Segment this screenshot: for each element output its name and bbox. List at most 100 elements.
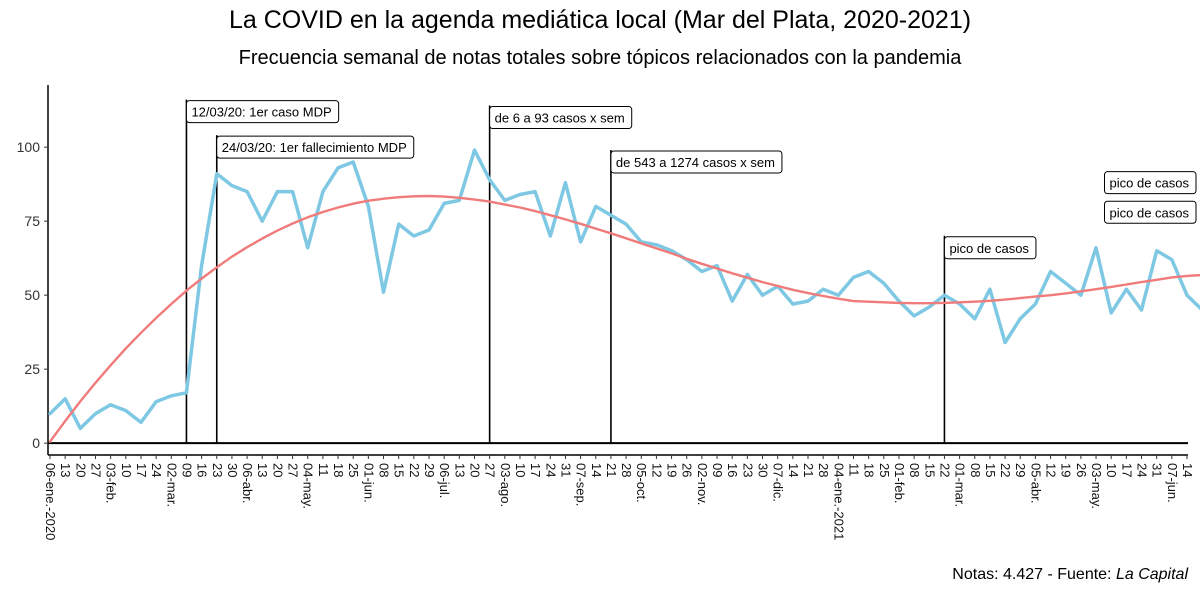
- x-tick-label: 22: [998, 463, 1013, 477]
- annotation: de 6 a 93 casos x sem: [489, 106, 633, 130]
- x-tick-label: 26: [1074, 463, 1089, 477]
- x-tick-label: 06-abr.: [240, 463, 255, 503]
- x-tick-label: 27: [483, 463, 498, 477]
- annotation-label: pico de casos: [949, 241, 1029, 256]
- caption-source: La Capital: [1115, 566, 1188, 583]
- x-tick-label: 18: [862, 463, 877, 477]
- x-tick-label: 07-dic.: [771, 463, 786, 502]
- x-tick-label: 17: [1119, 463, 1134, 477]
- y-tick-label: 0: [32, 435, 40, 451]
- annotation-box: [943, 236, 1037, 260]
- x-tick-label: 25: [346, 463, 361, 477]
- x-tick-label: 12: [1044, 463, 1059, 477]
- x-tick-label: 19: [1059, 463, 1074, 477]
- annotation-labels: 12/03/20: 1er caso MDP 24/03/20: 1er fall…: [185, 100, 1197, 260]
- annotation-box: [1104, 171, 1197, 195]
- x-tick-label: 04-ene.-2021: [831, 463, 846, 540]
- x-tick-label: 22: [937, 463, 952, 477]
- x-tick-label: 07-jun.: [1165, 463, 1180, 503]
- x-tick-label: 31: [1150, 463, 1165, 477]
- x-tick-label: 14: [589, 463, 604, 477]
- x-tick-label: 13: [255, 463, 270, 477]
- x-tick-label: 30: [756, 463, 771, 477]
- x-tick-label: 20: [73, 463, 88, 477]
- x-tick-label: 26: [680, 463, 695, 477]
- x-tick-label: 06-ene.-2020: [43, 463, 58, 540]
- annotation: pico de casos: [943, 236, 1037, 260]
- x-tick-label: 05-abr.: [1028, 463, 1043, 503]
- x-tick-label: 08: [907, 463, 922, 477]
- x-tick-label: 01-jun.: [361, 463, 376, 503]
- annotation-label: 12/03/20: 1er caso MDP: [191, 105, 331, 120]
- x-tick-label: 03-ago.: [498, 463, 513, 507]
- x-tick-label: 24: [149, 463, 164, 477]
- x-tick-label: 03-may.: [1089, 463, 1104, 509]
- chart-subtitle: Frecuencia semanal de notas totales sobr…: [238, 47, 962, 69]
- x-tick-label: 21: [604, 463, 619, 477]
- x-tick-label: 20: [467, 463, 482, 477]
- x-tick-label: 27: [286, 463, 301, 477]
- x-tick-label: 23: [740, 463, 755, 477]
- x-tick-label: 28: [619, 463, 634, 477]
- x-tick-label: 28: [816, 463, 831, 477]
- annotation-box: [610, 150, 783, 174]
- x-tick-label: 29: [422, 463, 437, 477]
- y-tick-label: 100: [17, 139, 41, 155]
- x-tick-label: 01-mar.: [953, 463, 968, 507]
- x-tick-label: 17: [134, 463, 149, 477]
- x-tick-label: 09: [179, 463, 194, 477]
- x-tick-label: 29: [1013, 463, 1028, 477]
- y-tick-label: 50: [24, 287, 40, 303]
- x-tick-label: 09: [710, 463, 725, 477]
- x-tick-label: 31: [558, 463, 573, 477]
- annotation-label: pico de casos: [1110, 205, 1190, 220]
- annotation: pico de casos: [1104, 171, 1197, 195]
- x-tick-label: 03-feb.: [104, 463, 119, 503]
- series-line-trend: [48, 194, 1200, 443]
- x-tick-label: 11: [846, 463, 861, 477]
- annotation-label: de 543 a 1274 casos x sem: [616, 155, 775, 170]
- x-tick-label: 01-feb.: [892, 463, 907, 503]
- x-tick-label: 25: [877, 463, 892, 477]
- x-tick-label: 10: [119, 463, 134, 477]
- x-tick-label: 13: [452, 463, 467, 477]
- x-tick-label: 27: [88, 463, 103, 477]
- x-tick-label: 05-oct.: [634, 463, 649, 503]
- x-tick-label: 23: [210, 463, 225, 477]
- annotation-label: pico de casos: [1110, 176, 1190, 191]
- x-tick-label: 21: [801, 463, 816, 477]
- x-tick-label: 11: [316, 463, 331, 477]
- annotation: 12/03/20: 1er caso MDP: [185, 100, 340, 124]
- x-tick-label: 08: [968, 463, 983, 477]
- x-tick-label: 30: [225, 463, 240, 477]
- x-tick-label: 07-sep.: [574, 463, 589, 506]
- x-tick-label: 18: [331, 463, 346, 477]
- x-tick-label: 17: [528, 463, 543, 477]
- annotation-lines: [185, 99, 946, 444]
- x-tick-label: 24: [543, 463, 558, 477]
- annotation-box: [1104, 200, 1197, 224]
- chart-title: La COVID en la agenda mediática local (M…: [228, 6, 972, 34]
- x-tick-label: 12: [649, 463, 664, 477]
- annotation-label: 24/03/20: 1er fallecimiento MDP: [222, 140, 407, 155]
- x-tick-label: 15: [922, 463, 937, 477]
- series-layer: [48, 148, 1200, 443]
- x-tick-label: 10: [513, 463, 528, 477]
- annotation-box: [489, 106, 633, 130]
- x-tick-label: 15: [392, 463, 407, 477]
- y-tick-label: 25: [24, 361, 40, 377]
- x-tick-label: 10: [1104, 463, 1119, 477]
- x-tick-label: 14: [1180, 463, 1195, 477]
- x-tick-label: 06-jul.: [437, 463, 452, 498]
- annotation-label: de 6 a 93 casos x sem: [495, 111, 625, 126]
- caption-prefix: Notas: 4.427 - Fuente:: [952, 566, 1116, 583]
- annotation: 24/03/20: 1er fallecimiento MDP: [216, 135, 415, 159]
- x-tick-label: 24: [1135, 463, 1150, 477]
- x-tick-label: 20: [270, 463, 285, 477]
- x-tick-label: 19: [665, 463, 680, 477]
- x-tick-label: 02-nov.: [695, 463, 710, 505]
- caption: Notas: 4.427 - Fuente: La Capital: [952, 566, 1188, 584]
- x-tick-label: 13: [58, 463, 73, 477]
